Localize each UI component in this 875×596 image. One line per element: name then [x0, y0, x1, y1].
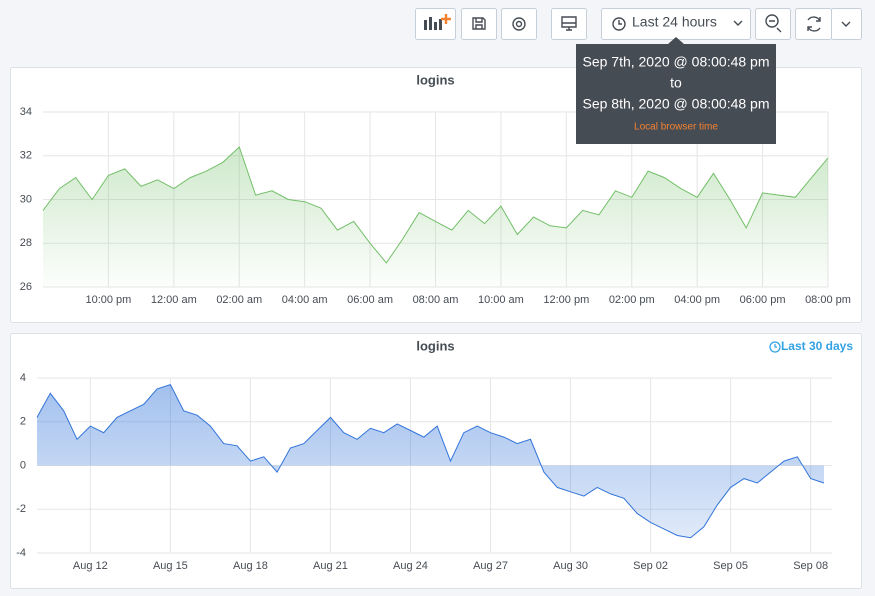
y-tick-label: -4 [16, 547, 26, 559]
chevron [733, 20, 743, 26]
area-fill [43, 147, 828, 287]
y-tick-label: 30 [20, 193, 32, 205]
x-tick-label: Sep 08 [793, 560, 828, 572]
series-line [42, 146, 829, 264]
y-tick-label: 2 [20, 416, 26, 428]
clock-icon [612, 17, 626, 31]
zoom-icon [769, 20, 782, 33]
x-tick-label: Sep 05 [713, 560, 748, 572]
y-tick-label: 34 [20, 106, 32, 118]
x-tick-label: Aug 27 [473, 560, 508, 572]
x-tick-label: Aug 30 [553, 560, 588, 572]
y-tick-label: 28 [20, 237, 32, 249]
tooltip-separator: to [670, 75, 682, 91]
x-tick-label: Aug 24 [393, 560, 428, 572]
x-tick-label: 10:00 am [478, 294, 524, 306]
x-tick-label: 12:00 am [151, 294, 197, 306]
y-tick-label: 0 [20, 459, 26, 471]
x-tick-label: 06:00 pm [740, 294, 786, 306]
panel-title: logins [416, 338, 454, 353]
x-tick-label: 08:00 am [413, 294, 459, 306]
add-panel-icon [424, 14, 451, 30]
time-range: Last 24 hours [632, 14, 717, 30]
x-tick-label: Aug 15 [153, 560, 188, 572]
x-tick-label: Aug 18 [233, 560, 268, 572]
x-tick-label: Aug 12 [73, 560, 108, 572]
panel-chart: logins 26 28 30 32 34 10:00 pm 12:00 am 02:00 am… [20, 72, 851, 305]
x-tick-label: Aug 21 [313, 560, 348, 572]
tooltip-to: Sep 8th, 2020 @ 08:00:48 pm [582, 96, 769, 112]
x-tick-label: 10:00 pm [85, 294, 131, 306]
tooltip-box [576, 37, 776, 144]
toolbar: Last 24 hours [415, 8, 862, 40]
settings-button[interactable] [501, 8, 537, 40]
x-tick-label: 06:00 am [347, 294, 393, 306]
tv-mode-button[interactable] [551, 8, 587, 40]
zoom-icon-lens [765, 14, 779, 28]
x-tick-label: 04:00 am [282, 294, 328, 306]
chevron [841, 21, 851, 27]
x-tick-label: 04:00 pm [674, 294, 720, 306]
y-tick-label: 32 [20, 150, 32, 162]
settings-icon [512, 17, 526, 31]
refresh-button[interactable] [795, 8, 832, 40]
y-tick-label: 4 [20, 372, 26, 384]
x-tick-label: 02:00 am [216, 294, 262, 306]
panel-title: logins [416, 72, 454, 87]
area-fill [37, 384, 824, 538]
tv-icon [561, 16, 577, 31]
y-tick-label: -2 [16, 503, 26, 515]
save-icon [472, 17, 486, 30]
tooltip: Sep 7th, 2020 @ 08:00:48 pm to Sep 8th, … [576, 37, 776, 144]
x-tick-label: 12:00 pm [543, 294, 589, 306]
refresh-icon [807, 16, 821, 32]
refresh-interval-button[interactable] [831, 8, 862, 40]
series-line [36, 383, 825, 539]
x-tick-label: 02:00 pm [609, 294, 655, 306]
panel-chart: logins -4 -2 0 2 4 Aug 12 Aug 15 Aug 18 Aug 21 Aug… [16, 338, 832, 572]
time-override-label: Last 30 days [781, 339, 853, 353]
tooltip-note: Local browser time [634, 122, 718, 133]
y-tick-label: 26 [20, 281, 32, 293]
time-override: Last 30 days [769, 339, 853, 353]
zoom-out-button[interactable] [755, 8, 791, 40]
tooltip-from: Sep 7th, 2020 @ 08:00:48 pm [582, 54, 769, 70]
x-tick-label: 08:00 pm [805, 294, 851, 306]
save-button[interactable] [461, 8, 497, 40]
x-tick-label: Sep 02 [633, 560, 668, 572]
